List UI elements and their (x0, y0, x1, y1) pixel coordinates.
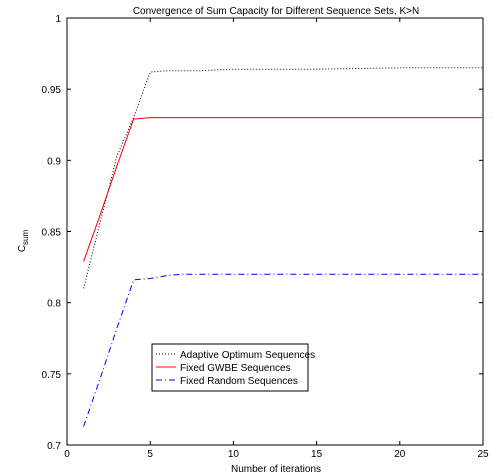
legend-box (151, 343, 309, 392)
y-tick-label: 0.9 (47, 156, 61, 167)
y-axis-label-sub: sum (21, 229, 30, 244)
x-tick-label: 25 (477, 449, 489, 460)
y-tick-label: 1 (55, 14, 61, 25)
legend-label-2: Fixed GWBE Sequences (180, 363, 291, 374)
series-group (83, 67, 483, 427)
axes: 0 5 10 15 20 25 0.7 0.75 0.8 0.85 0.9 0.95 1 (42, 14, 489, 460)
series-line-3 (83, 273, 483, 427)
x-tick-label: 15 (311, 449, 323, 460)
y-axis-label: Csum (17, 229, 30, 252)
y-tick-label: 0.75 (42, 370, 62, 381)
y-tick-label: 0.7 (47, 441, 61, 452)
x-tick-label: 10 (228, 449, 240, 460)
svg-text:Csum: Csum (17, 229, 30, 252)
x-tick-label: 5 (147, 449, 153, 460)
series-line-2 (83, 117, 483, 262)
chart-title: Convergence of Sum Capacity for Differen… (133, 6, 419, 17)
y-tick-label: 0.8 (47, 299, 61, 310)
x-tick-label: 0 (64, 449, 70, 460)
y-tick-label: 0.95 (42, 85, 62, 96)
y-axis-label-main: C (17, 245, 28, 252)
series-line-1 (83, 67, 483, 289)
legend-label-3: Fixed Random Sequences (180, 376, 298, 387)
legend-label-1: Adaptive Optimum Sequences (180, 350, 315, 361)
legend: Adaptive Optimum Sequences Fixed GWBE Seq… (151, 343, 315, 392)
x-axis-label: Number of iterations (231, 464, 321, 475)
y-tick-label: 0.85 (42, 228, 62, 239)
x-tick-label: 20 (394, 449, 406, 460)
